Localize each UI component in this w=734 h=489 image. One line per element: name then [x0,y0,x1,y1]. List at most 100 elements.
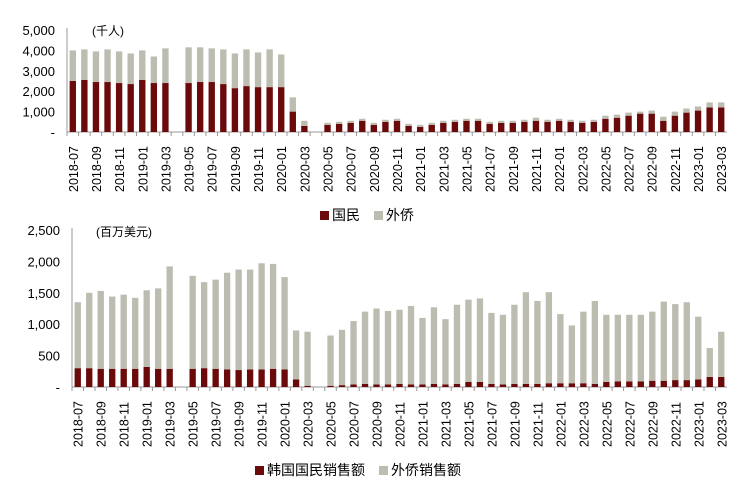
bar-foreign [81,49,88,80]
bar-domestic [706,107,713,132]
bar-domestic [428,124,435,132]
foreign-sales-swatch [379,465,388,475]
bar-foreign [649,311,656,381]
bar-foreign [465,299,472,382]
bar-domestic [155,368,162,387]
bar-domestic [373,384,380,387]
domestic-swatch [320,210,329,220]
bar-foreign [243,49,250,87]
bar-foreign [591,300,599,384]
bar-domestic [220,84,227,132]
bar-domestic [231,88,239,132]
bar-foreign [683,302,690,381]
legend-item-foreign: 外侨 [374,205,414,225]
bar-foreign [155,288,162,369]
bar-foreign [150,56,158,84]
bar-foreign [223,272,231,370]
bar-foreign [555,118,563,121]
bar-foreign [626,314,633,382]
bar-domestic [637,381,644,387]
y-tick-label: - [56,380,60,395]
bar-domestic [97,368,104,387]
bar-domestic [361,383,369,387]
bar-foreign [246,269,254,370]
bar-domestic [335,123,343,132]
x-tick-label: 2020-11 [394,402,408,447]
bar-domestic [557,383,564,387]
bar-foreign [350,321,357,385]
x-tick-label: 2019-03 [159,146,173,192]
bar-foreign [166,266,173,369]
bar-domestic [139,79,146,132]
bar-domestic [544,121,551,132]
x-tick-label: 2020-07 [348,401,362,447]
bar-domestic [196,82,204,132]
x-tick-label: 2021-05 [462,401,476,447]
bar-foreign [660,116,667,121]
bar-domestic [292,379,300,387]
bar-foreign [419,317,426,385]
bar-foreign [185,47,192,84]
bar-domestic [327,385,334,387]
bar-domestic [104,82,111,132]
bar-foreign [304,331,311,386]
bar-foreign [97,290,104,369]
bar-domestic [706,376,713,387]
bar-domestic [208,82,215,132]
x-tick-label: 2020-03 [302,401,316,447]
bar-foreign [92,51,100,83]
bar-foreign [127,53,134,85]
x-tick-label: 2022-11 [669,402,683,447]
bar-foreign [393,118,401,121]
bar-domestic [648,113,655,132]
bar-foreign [672,304,679,381]
bar-foreign [718,331,725,377]
bar-domestic [304,385,311,387]
bar-foreign [120,294,127,369]
x-tick-label: 2022-09 [646,401,660,447]
bar-domestic [278,87,285,132]
bar-domestic [235,370,242,387]
bar-foreign [637,314,644,382]
bar-foreign [231,53,239,89]
x-tick-label: 2022-07 [623,146,637,192]
bar-foreign [189,275,196,369]
bar-domestic [200,368,208,387]
bar-foreign [451,119,459,122]
x-tick-label: 2020-07 [345,146,359,192]
bar-domestic [568,383,576,387]
bar-domestic [649,380,656,387]
x-tick-label: 2018-07 [67,146,81,192]
x-tick-label: 2022-03 [576,146,590,192]
bar-domestic [430,383,438,387]
bar-domestic [440,122,447,132]
bar-domestic [602,118,609,132]
bar-foreign [671,111,679,116]
bar-foreign [580,311,587,384]
bar-foreign [545,292,553,384]
bar-foreign [590,119,598,122]
bar-foreign [396,309,403,384]
bar-domestic [127,84,134,132]
bar-foreign [579,120,586,123]
bar-domestic [534,383,541,387]
bar-domestic [338,385,346,387]
bar-domestic [567,121,574,132]
chart2-legend: 韩国国民销售额 外侨销售额 [255,460,461,480]
bar-foreign [534,300,541,384]
x-tick-label: 2019-09 [233,401,247,447]
x-tick-label: 2020-01 [279,401,293,447]
bar-domestic [115,83,123,132]
bar-domestic [405,125,412,132]
bar-domestic [166,368,173,387]
x-tick-label: 2021-03 [437,146,451,192]
bar-domestic [81,79,88,132]
legend-item-domestic: 国民 [320,205,360,225]
bar-domestic [212,368,219,387]
x-tick-label: 2021-07 [485,401,499,447]
bar-domestic [683,112,690,132]
y-tick-label: 1,500 [27,286,60,301]
x-tick-label: 2019-01 [141,401,155,447]
bar-domestic [246,369,254,387]
legend-label-domestic: 国民 [332,207,360,223]
